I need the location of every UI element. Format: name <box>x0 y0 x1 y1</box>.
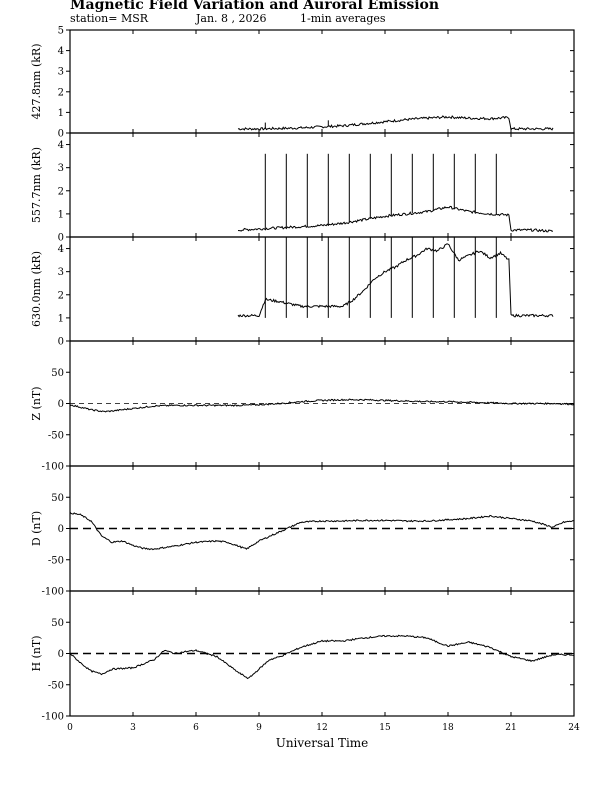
series-line-5577nm <box>237 205 554 233</box>
y-tick-label: 0 <box>58 129 64 140</box>
y-tick-label: 4 <box>58 244 64 255</box>
y-tick-label: -50 <box>48 555 64 566</box>
y-tick-label: 0 <box>58 524 64 535</box>
y-tick-label: 2 <box>58 186 64 197</box>
x-tick-label: 9 <box>256 723 262 733</box>
y-axis-label-h: H (nT) <box>30 635 43 671</box>
x-tick-label: 6 <box>193 723 199 733</box>
y-tick-label: 5 <box>58 26 64 37</box>
y-tick-label: 0 <box>58 649 64 660</box>
date-label: Jan. 8 , 2026 <box>196 12 267 25</box>
y-tick-label: 3 <box>58 163 64 174</box>
y-tick-label: -100 <box>42 712 64 723</box>
y-tick-label: -100 <box>42 462 64 473</box>
y-tick-label: 0 <box>58 337 64 348</box>
y-tick-label: 1 <box>58 108 64 119</box>
y-tick-label: 50 <box>51 493 64 504</box>
y-tick-label: 2 <box>58 87 64 98</box>
y-axis-label-4278nm: 427.8nm (kR) <box>30 43 43 119</box>
station-label: station= MSR <box>70 12 149 25</box>
y-tick-label: 1 <box>58 209 64 220</box>
y-tick-label: -50 <box>48 680 64 691</box>
chart-title: Magnetic Field Variation and Auroral Emi… <box>70 0 440 13</box>
series-line-4278nm <box>237 115 554 132</box>
series-line-z <box>69 398 575 413</box>
y-tick-label: -50 <box>48 430 64 441</box>
x-tick-label: 3 <box>130 723 136 733</box>
y-tick-label: 3 <box>58 67 64 78</box>
x-tick-label: 18 <box>442 723 454 733</box>
y-tick-label: 50 <box>51 368 64 379</box>
y-axis-label-z: Z (nT) <box>30 386 43 420</box>
x-tick-label: 21 <box>505 723 516 733</box>
y-tick-label: -100 <box>42 587 64 598</box>
y-tick-label: 3 <box>58 267 64 278</box>
x-axis-label: Universal Time <box>276 736 369 750</box>
series-line-d <box>69 511 575 551</box>
y-tick-label: 0 <box>58 233 64 244</box>
y-axis-label-6300nm: 630.0nm (kR) <box>30 251 43 327</box>
x-tick-label: 0 <box>67 723 73 733</box>
x-tick-label: 15 <box>379 723 391 733</box>
y-tick-label: 4 <box>58 46 64 57</box>
averaging-label: 1-min averages <box>300 12 386 25</box>
y-tick-label: 50 <box>51 618 64 629</box>
y-tick-label: 0 <box>58 399 64 410</box>
y-tick-label: 2 <box>58 290 64 301</box>
panel-frame-6300nm <box>69 236 575 342</box>
x-tick-label: 12 <box>316 723 327 733</box>
x-tick-label: 24 <box>568 723 580 733</box>
y-axis-label-5577nm: 557.7nm (kR) <box>30 147 43 223</box>
series-line-6300nm <box>237 243 554 318</box>
panel-frame-5577nm <box>69 132 575 238</box>
y-tick-label: 4 <box>58 140 64 151</box>
y-tick-label: 1 <box>58 313 64 324</box>
y-axis-label-d: D (nT) <box>30 511 43 546</box>
series-line-h <box>69 634 575 680</box>
